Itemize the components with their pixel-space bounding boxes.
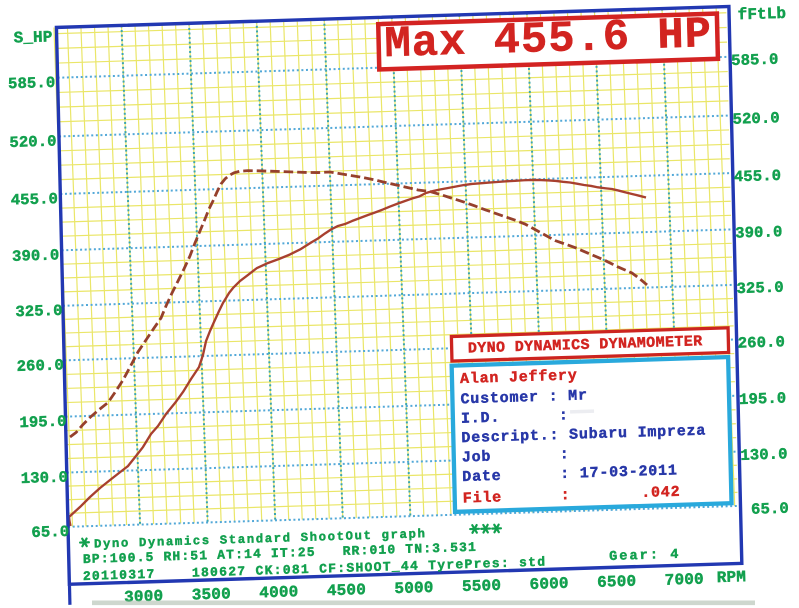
svg-text:130.0: 130.0 [740,445,788,464]
svg-text:File :: File : [463,487,571,507]
svg-text:325.0: 325.0 [736,279,784,298]
svg-text:325.0: 325.0 [15,302,63,321]
svg-text:390.0: 390.0 [12,246,60,265]
svg-text:4500: 4500 [327,581,367,600]
svg-text:65.0: 65.0 [751,500,789,519]
svg-text:fFtLb: fFtLb [737,5,786,25]
svg-text:260.0: 260.0 [738,333,786,352]
svg-text:3500: 3500 [192,585,232,604]
svg-text:195.0: 195.0 [739,389,787,408]
svg-text:390.0: 390.0 [735,223,783,242]
svg-text:520.0: 520.0 [9,132,57,151]
svg-text:195.0: 195.0 [19,413,67,432]
svg-text:Job :: Job : [462,446,570,466]
svg-text:585.0: 585.0 [731,51,779,70]
svg-text:455.0: 455.0 [11,190,59,209]
svg-text:6500: 6500 [597,573,637,592]
svg-text:520.0: 520.0 [732,109,780,128]
svg-text:S_HP: S_HP [13,28,52,47]
svg-text:RPM: RPM [717,568,747,587]
svg-text:4000: 4000 [259,583,299,602]
svg-text:5000: 5000 [394,579,434,598]
svg-text:Gear: 4: Gear: 4 [609,548,681,565]
svg-text:585.0: 585.0 [8,74,56,93]
svg-text:455.0: 455.0 [734,167,782,186]
svg-text:Max 455.6 HP: Max 455.6 HP [384,10,713,70]
svg-text:130.0: 130.0 [21,468,69,487]
svg-text:65.0: 65.0 [31,523,69,542]
svg-text:Customer : Mr: Customer : Mr [460,387,588,408]
svg-text:6000: 6000 [529,575,569,594]
svg-text:.042: .042 [641,484,681,502]
svg-text:7000: 7000 [665,571,705,590]
svg-text:Alan Jeffery: Alan Jeffery [460,367,578,388]
svg-text:5500: 5500 [462,577,502,596]
svg-text:260.0: 260.0 [16,356,64,375]
svg-text:I.D. :: I.D. : [461,407,569,427]
